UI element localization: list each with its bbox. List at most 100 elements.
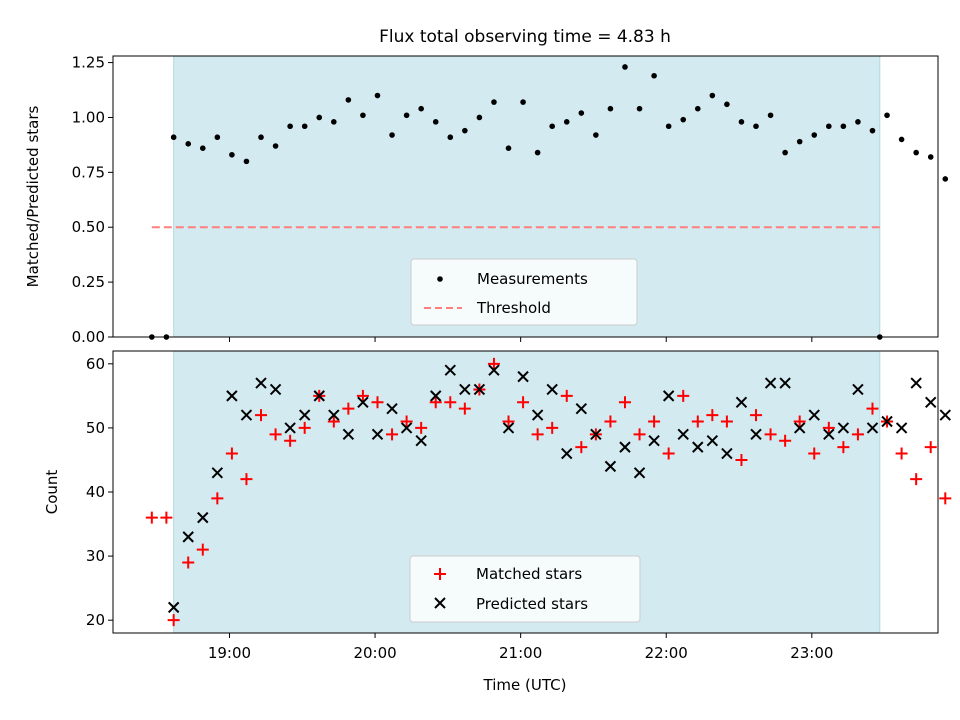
measurements-point — [738, 119, 745, 125]
y-tick-label: 0.75 — [72, 163, 105, 181]
matched-stars-point — [924, 441, 937, 454]
measurements-point — [520, 99, 526, 105]
measurements-point — [447, 134, 454, 141]
top-panel-ylabel: Matched/Predicted stars — [24, 106, 42, 288]
predicted-stars-point — [764, 377, 777, 389]
measurements-point — [636, 105, 643, 112]
matched-stars-point — [560, 389, 573, 402]
predicted-stars-point — [546, 383, 558, 396]
matched-stars-point — [648, 415, 661, 428]
measurements-point — [258, 134, 264, 141]
predicted-stars-point — [182, 531, 194, 543]
legend-predicted-label: Predicted stars — [476, 595, 588, 613]
matched-stars-point — [225, 447, 238, 460]
measurements-point — [665, 123, 672, 130]
predicted-stars-point — [444, 364, 456, 376]
predicted-stars-point — [240, 409, 253, 421]
predicted-stars-point — [910, 377, 922, 389]
matched-stars-point — [546, 421, 559, 434]
predicted-stars-point — [852, 383, 864, 396]
legend-matched-label: Matched stars — [476, 565, 582, 583]
legend-measurements-label: Measurements — [477, 270, 588, 288]
predicted-stars-point — [415, 435, 427, 447]
measurements-point — [724, 101, 730, 108]
matched-stars-point — [808, 447, 821, 460]
measurements-point — [214, 134, 221, 141]
matched-stars-point — [866, 402, 879, 415]
measurements-point — [229, 151, 235, 158]
matched-stars-point — [240, 473, 253, 486]
matched-stars-point — [145, 511, 158, 524]
predicted-stars-point — [342, 428, 355, 441]
y-tick-label: 30 — [86, 547, 105, 565]
predicted-stars-point — [488, 364, 500, 376]
predicted-stars-point — [662, 390, 675, 402]
measurements-point — [272, 143, 279, 149]
predicted-stars-point — [211, 467, 224, 479]
top-panel-frame — [112, 55, 939, 338]
measurements-point — [418, 105, 424, 112]
measurements-point — [826, 123, 832, 130]
x-tick-label: 21:00 — [499, 644, 542, 662]
predicted-stars-point — [604, 460, 617, 473]
predicted-stars-point — [371, 428, 384, 441]
measurements-point — [331, 119, 337, 125]
matched-stars-point — [939, 492, 952, 505]
top-legend-box — [410, 258, 638, 326]
y-tick-label: 50 — [86, 419, 105, 437]
predicted-stars-point — [575, 402, 588, 415]
x-tick-label: 20:00 — [353, 644, 396, 662]
measurements-point — [185, 141, 192, 147]
predicted-stars-point — [619, 441, 631, 453]
y-tick-label: 0.00 — [72, 328, 105, 346]
top-legend: Measurements Threshold — [410, 258, 638, 326]
predicted-stars-point — [866, 422, 879, 434]
predicted-stars-point — [793, 422, 806, 434]
predicted-stars-point — [939, 409, 951, 421]
predicted-stars-point — [226, 390, 238, 402]
measurements-point — [753, 123, 759, 130]
measurements-point — [287, 123, 293, 130]
matched-stars-point — [255, 409, 268, 422]
predicted-stars-point — [502, 422, 515, 434]
predicted-stars-point — [750, 428, 762, 441]
y-tick-label: 40 — [86, 483, 105, 501]
matched-stars-point — [779, 434, 792, 447]
matched-stars-point — [633, 428, 646, 441]
bottom-panel: 20 30 40 50 60 19:00 20:00 21:00 22:00 23:00 Coun… — [43, 350, 952, 694]
measurements-point — [462, 127, 468, 134]
measurements-point — [709, 92, 716, 99]
measurements-point — [811, 132, 818, 138]
measurements-point — [607, 105, 614, 112]
measurements-point — [476, 114, 483, 121]
measurements-point — [898, 136, 905, 143]
predicted-stars-point — [531, 409, 544, 421]
legend-measurements-marker — [437, 276, 443, 282]
measurements-point — [403, 112, 410, 119]
y-tick-label: 60 — [86, 355, 105, 373]
measurements-point — [942, 176, 949, 182]
measurements-point — [840, 123, 847, 130]
predicted-stars-point — [808, 409, 820, 421]
matched-stars-point — [677, 389, 690, 402]
measurements-point — [374, 92, 381, 99]
bottom-legend-box — [409, 555, 641, 623]
matched-stars-point — [298, 421, 311, 434]
measurements-point — [869, 127, 876, 134]
predicted-stars-point — [779, 377, 791, 389]
predicted-stars-point — [459, 383, 471, 396]
matched-stars-point — [458, 402, 471, 415]
y-tick-label: 0.50 — [72, 218, 105, 236]
matched-stars-point — [160, 511, 173, 524]
matched-stars-point — [211, 492, 224, 505]
measurements-point — [549, 123, 555, 130]
x-axis-label: Time (UTC) — [483, 676, 567, 694]
matched-stars-point — [444, 396, 457, 409]
matched-stars-point — [327, 415, 340, 428]
matched-stars-point — [764, 428, 777, 441]
bottom-panel-frame — [112, 350, 939, 634]
matched-stars-point — [517, 396, 530, 409]
measurements-point — [767, 112, 774, 119]
matched-stars-point — [400, 415, 413, 428]
